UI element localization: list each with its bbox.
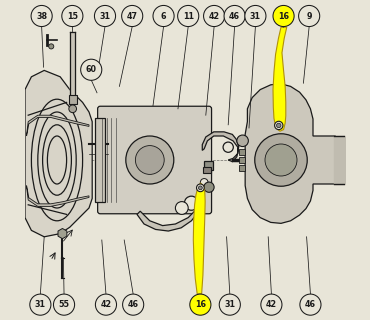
Text: 38: 38 — [36, 12, 47, 20]
Circle shape — [255, 134, 307, 186]
FancyBboxPatch shape — [98, 106, 212, 214]
Text: 46: 46 — [305, 300, 316, 309]
Bar — [239, 157, 245, 163]
Text: 42: 42 — [209, 12, 220, 20]
Polygon shape — [273, 27, 287, 131]
Circle shape — [265, 144, 297, 176]
Bar — [203, 167, 211, 173]
Text: 15: 15 — [67, 12, 78, 20]
Text: 31: 31 — [35, 300, 46, 309]
Circle shape — [69, 105, 77, 113]
Text: 42: 42 — [100, 300, 111, 309]
Text: 42: 42 — [266, 300, 277, 309]
Circle shape — [224, 5, 245, 27]
Circle shape — [275, 121, 283, 130]
Circle shape — [178, 5, 199, 27]
Circle shape — [135, 146, 164, 174]
Bar — [95, 118, 105, 202]
Bar — [239, 149, 245, 155]
Bar — [204, 161, 213, 170]
Polygon shape — [25, 70, 92, 237]
Circle shape — [30, 294, 51, 315]
Text: 31: 31 — [224, 300, 235, 309]
Circle shape — [175, 202, 188, 214]
Polygon shape — [27, 186, 89, 206]
Text: 60: 60 — [86, 65, 97, 74]
Circle shape — [245, 5, 266, 27]
Circle shape — [237, 135, 248, 147]
Polygon shape — [245, 84, 335, 223]
Text: 47: 47 — [127, 12, 138, 20]
Circle shape — [273, 5, 294, 27]
Circle shape — [62, 5, 83, 27]
Circle shape — [219, 294, 240, 315]
Bar — [239, 165, 245, 171]
Circle shape — [196, 184, 204, 192]
Bar — [69, 95, 77, 104]
Text: 16: 16 — [278, 12, 289, 20]
Circle shape — [204, 5, 225, 27]
Polygon shape — [137, 186, 204, 231]
Circle shape — [190, 294, 211, 315]
Circle shape — [94, 5, 115, 27]
Text: 9: 9 — [306, 12, 312, 20]
Text: 16: 16 — [195, 300, 206, 309]
Circle shape — [299, 5, 320, 27]
Text: 46: 46 — [229, 12, 240, 20]
Polygon shape — [193, 183, 205, 294]
Text: 55: 55 — [58, 300, 70, 309]
Circle shape — [122, 294, 144, 315]
Circle shape — [201, 179, 208, 186]
Circle shape — [276, 123, 281, 128]
Circle shape — [204, 182, 214, 192]
Circle shape — [95, 294, 117, 315]
Circle shape — [122, 5, 143, 27]
Circle shape — [54, 294, 75, 315]
Text: 31: 31 — [250, 12, 261, 20]
Circle shape — [198, 186, 202, 190]
Text: 11: 11 — [183, 12, 194, 20]
Text: 6: 6 — [161, 12, 166, 20]
Circle shape — [261, 294, 282, 315]
Circle shape — [31, 5, 52, 27]
Polygon shape — [27, 115, 89, 136]
Circle shape — [81, 59, 102, 80]
Polygon shape — [202, 132, 239, 162]
Circle shape — [223, 142, 233, 152]
Text: 46: 46 — [128, 300, 139, 309]
Circle shape — [49, 44, 54, 49]
Circle shape — [126, 136, 174, 184]
Circle shape — [153, 5, 174, 27]
Circle shape — [184, 196, 198, 210]
Text: 31: 31 — [100, 12, 111, 20]
Circle shape — [300, 294, 321, 315]
